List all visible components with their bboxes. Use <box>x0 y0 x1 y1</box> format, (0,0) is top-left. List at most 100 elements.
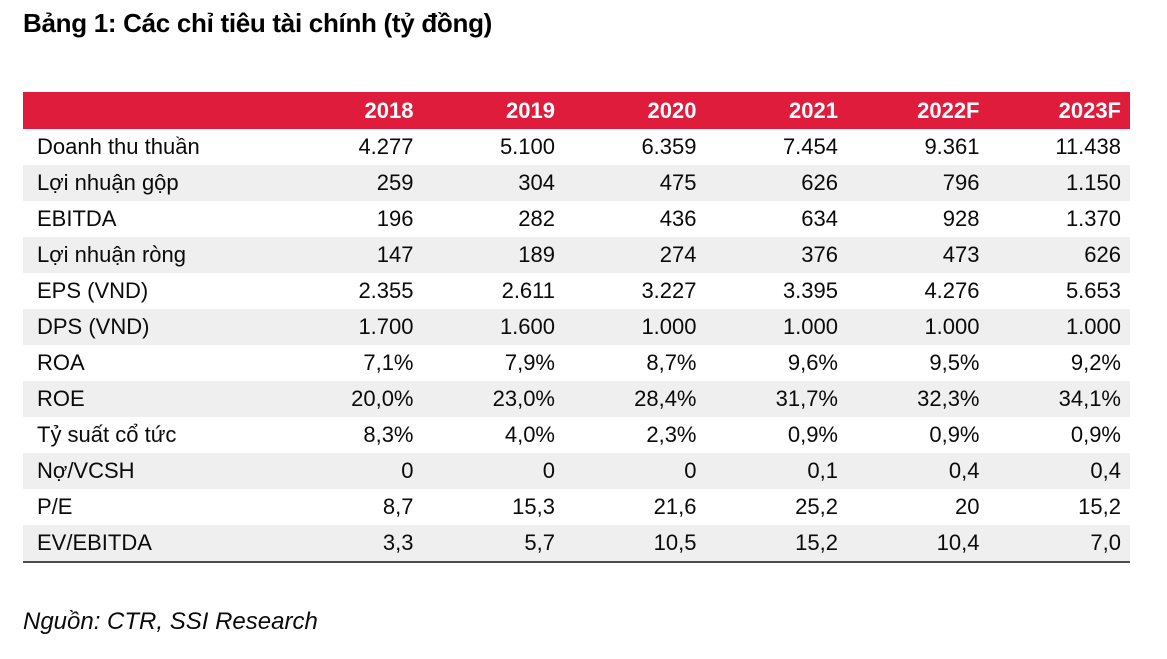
cell-value: 1.000 <box>924 314 980 339</box>
cell-value: 9,5% <box>929 350 980 375</box>
table-row: Tỷ suất cổ tức 8,3% 4,0% 2,3% 0,9% 0,9% 0,9% <box>23 417 1130 453</box>
cell-value: 6.359 <box>641 134 697 159</box>
cell-value: 9.361 <box>924 134 980 159</box>
year-column-header: 2019 <box>422 92 564 129</box>
table-row: ROA 7,1% 7,9% 8,7% 9,6% 9,5% 9,2% <box>23 345 1130 381</box>
cell-value: 634 <box>801 206 838 231</box>
cell-value: 21,6 <box>653 494 697 519</box>
cell-value: 32,3% <box>917 386 980 411</box>
cell-value: 626 <box>801 170 838 195</box>
cell-value: 4,0% <box>504 422 555 447</box>
table-row: P/E 8,7 15,3 21,6 25,2 20 15,2 <box>23 489 1130 525</box>
row-label: Doanh thu thuần <box>37 134 200 159</box>
cell-value: 147 <box>376 242 414 267</box>
cell-value: 282 <box>518 206 555 231</box>
cell-value: 7,1% <box>363 350 414 375</box>
cell-value: 928 <box>942 206 980 231</box>
cell-value: 2.611 <box>501 278 555 303</box>
cell-value: 20,0% <box>351 386 414 411</box>
cell-value: 0,9% <box>1070 422 1121 447</box>
cell-value: 5,7 <box>524 530 555 555</box>
cell-value: 0,9% <box>787 422 838 447</box>
cell-value: 189 <box>518 242 555 267</box>
cell-value: 0,9% <box>929 422 980 447</box>
row-label: EBITDA <box>37 206 117 231</box>
year-column-header: 2023F <box>988 92 1130 129</box>
cell-value: 0,1 <box>807 458 838 483</box>
cell-value: 3,3 <box>382 530 414 555</box>
cell-value: 15,2 <box>795 530 838 555</box>
row-label: P/E <box>37 494 73 519</box>
page-title: Bảng 1: Các chỉ tiêu tài chính (tỷ đồng) <box>23 8 493 38</box>
cell-value: 376 <box>801 242 838 267</box>
cell-value: 304 <box>518 170 555 195</box>
cell-value: 0 <box>542 458 555 483</box>
cell-value: 259 <box>376 170 414 195</box>
cell-value: 15,2 <box>1078 494 1121 519</box>
table-row: EPS (VND) 2.355 2.611 3.227 3.395 4.276 5.653 <box>23 273 1130 309</box>
table-header-row: 2018 2019 2020 2021 2022F 2023F <box>23 92 1130 129</box>
cell-value: 9,2% <box>1070 350 1121 375</box>
cell-value: 2,3% <box>646 422 697 447</box>
row-label: DPS (VND) <box>37 314 150 339</box>
cell-value: 1.150 <box>1065 170 1121 195</box>
table-row: EBITDA 196 282 436 634 928 1.370 <box>23 201 1130 237</box>
corner-cell <box>23 92 281 129</box>
table-body: Doanh thu thuần 4.277 5.100 6.359 7.454 9.361… <box>23 129 1130 562</box>
table-row: Lợi nhuận gộp 259 304 475 626 796 1.150 <box>23 165 1130 201</box>
financial-table: 2018 2019 2020 2021 2022F 2023F Doanh thu thu… <box>23 92 1130 563</box>
cell-value: 0 <box>684 458 697 483</box>
cell-value: 1.000 <box>1065 314 1121 339</box>
cell-value: 5.653 <box>1065 278 1121 303</box>
cell-value: 274 <box>659 242 697 267</box>
cell-value: 796 <box>942 170 980 195</box>
cell-value: 4.277 <box>358 134 414 159</box>
cell-value: 1.000 <box>641 314 697 339</box>
row-label: ROE <box>37 386 85 411</box>
source-note: Nguồn: CTR, SSI Research <box>23 608 318 635</box>
cell-value: 3.227 <box>641 278 697 303</box>
cell-value: 9,6% <box>787 350 838 375</box>
cell-value: 7,0 <box>1090 530 1121 555</box>
cell-value: 15,3 <box>512 494 555 519</box>
cell-value: 0,4 <box>948 458 980 483</box>
row-label: EPS (VND) <box>37 278 149 303</box>
table-row: Doanh thu thuần 4.277 5.100 6.359 7.454 9.361… <box>23 129 1130 165</box>
cell-value: 8,7% <box>646 350 697 375</box>
year-column-header: 2020 <box>564 92 706 129</box>
cell-value: 34,1% <box>1058 386 1121 411</box>
row-label: Lợi nhuận gộp <box>37 170 179 195</box>
cell-value: 475 <box>659 170 697 195</box>
cell-value: 10,5 <box>653 530 697 555</box>
table-row: Lợi nhuận ròng 147 189 274 376 473 626 <box>23 237 1130 273</box>
cell-value: 7.454 <box>782 134 838 159</box>
table-row: ROE 20,0% 23,0% 28,4% 31,7% 32,3% 34,1% <box>23 381 1130 417</box>
cell-value: 1.600 <box>499 314 555 339</box>
year-column-header: 2018 <box>281 92 423 129</box>
cell-value: 196 <box>376 206 414 231</box>
cell-value: 23,0% <box>492 386 555 411</box>
cell-value: 473 <box>942 242 980 267</box>
row-label: Tỷ suất cổ tức <box>37 422 177 447</box>
cell-value: 2.355 <box>358 278 414 303</box>
row-label: ROA <box>37 350 85 375</box>
cell-value: 1.700 <box>358 314 414 339</box>
cell-value: 0 <box>401 458 414 483</box>
cell-value: 31,7% <box>775 386 838 411</box>
cell-value: 28,4% <box>634 386 697 411</box>
cell-value: 7,9% <box>504 350 555 375</box>
cell-value: 10,4 <box>936 530 980 555</box>
cell-value: 436 <box>659 206 697 231</box>
cell-value: 25,2 <box>795 494 838 519</box>
year-column-header: 2021 <box>705 92 847 129</box>
cell-value: 4.276 <box>924 278 980 303</box>
table-row: DPS (VND) 1.700 1.600 1.000 1.000 1.000 1.000 <box>23 309 1130 345</box>
cell-value: 1.370 <box>1065 206 1121 231</box>
cell-value: 0,4 <box>1090 458 1121 483</box>
cell-value: 626 <box>1084 242 1121 267</box>
cell-value: 20 <box>955 494 980 519</box>
table-row: Nợ/VCSH 0 0 0 0,1 0,4 0,4 <box>23 453 1130 489</box>
cell-value: 8,7 <box>382 494 414 519</box>
row-label: Nợ/VCSH <box>37 458 135 483</box>
cell-value: 5.100 <box>499 134 555 159</box>
